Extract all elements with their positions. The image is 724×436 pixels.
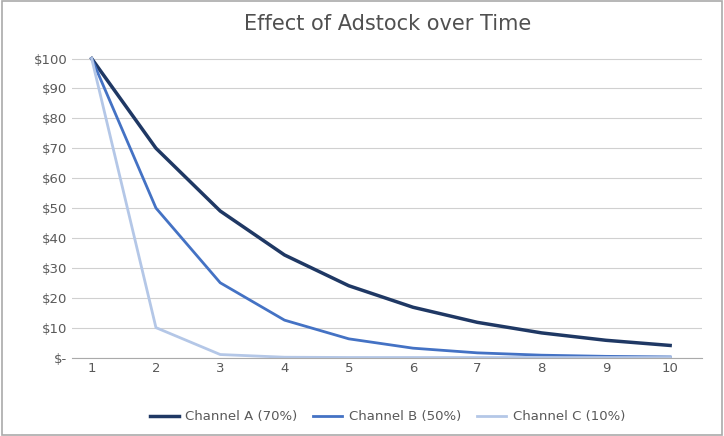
Channel C (10%) bbox=[345, 355, 353, 360]
Line: Channel B (50%): Channel B (50%) bbox=[92, 58, 670, 357]
Channel C (10%) bbox=[666, 355, 675, 360]
Channel B (50%) bbox=[216, 280, 224, 286]
Channel A (70%) bbox=[473, 320, 481, 325]
Channel A (70%) bbox=[216, 208, 224, 214]
Channel C (10%) bbox=[88, 56, 96, 61]
Channel A (70%) bbox=[345, 283, 353, 288]
Channel A (70%) bbox=[602, 337, 610, 343]
Channel C (10%) bbox=[602, 355, 610, 360]
Channel A (70%) bbox=[666, 343, 675, 348]
Channel B (50%) bbox=[666, 354, 675, 360]
Channel A (70%) bbox=[88, 56, 96, 61]
Legend: Channel A (70%), Channel B (50%), Channel C (10%): Channel A (70%), Channel B (50%), Channe… bbox=[144, 405, 631, 429]
Channel B (50%) bbox=[473, 350, 481, 355]
Channel C (10%) bbox=[216, 352, 224, 357]
Line: Channel A (70%): Channel A (70%) bbox=[92, 58, 670, 345]
Channel B (50%) bbox=[537, 353, 546, 358]
Channel A (70%) bbox=[280, 252, 289, 258]
Channel B (50%) bbox=[409, 346, 418, 351]
Channel C (10%) bbox=[537, 355, 546, 360]
Channel A (70%) bbox=[151, 146, 160, 151]
Channel C (10%) bbox=[473, 355, 481, 360]
Line: Channel C (10%): Channel C (10%) bbox=[92, 58, 670, 358]
Channel B (50%) bbox=[602, 354, 610, 359]
Channel B (50%) bbox=[345, 336, 353, 341]
Channel A (70%) bbox=[537, 330, 546, 336]
Channel A (70%) bbox=[409, 305, 418, 310]
Channel C (10%) bbox=[280, 354, 289, 360]
Title: Effect of Adstock over Time: Effect of Adstock over Time bbox=[244, 14, 531, 34]
Channel B (50%) bbox=[88, 56, 96, 61]
Channel B (50%) bbox=[151, 205, 160, 211]
Channel C (10%) bbox=[151, 325, 160, 330]
Channel C (10%) bbox=[409, 355, 418, 360]
Channel B (50%) bbox=[280, 317, 289, 323]
